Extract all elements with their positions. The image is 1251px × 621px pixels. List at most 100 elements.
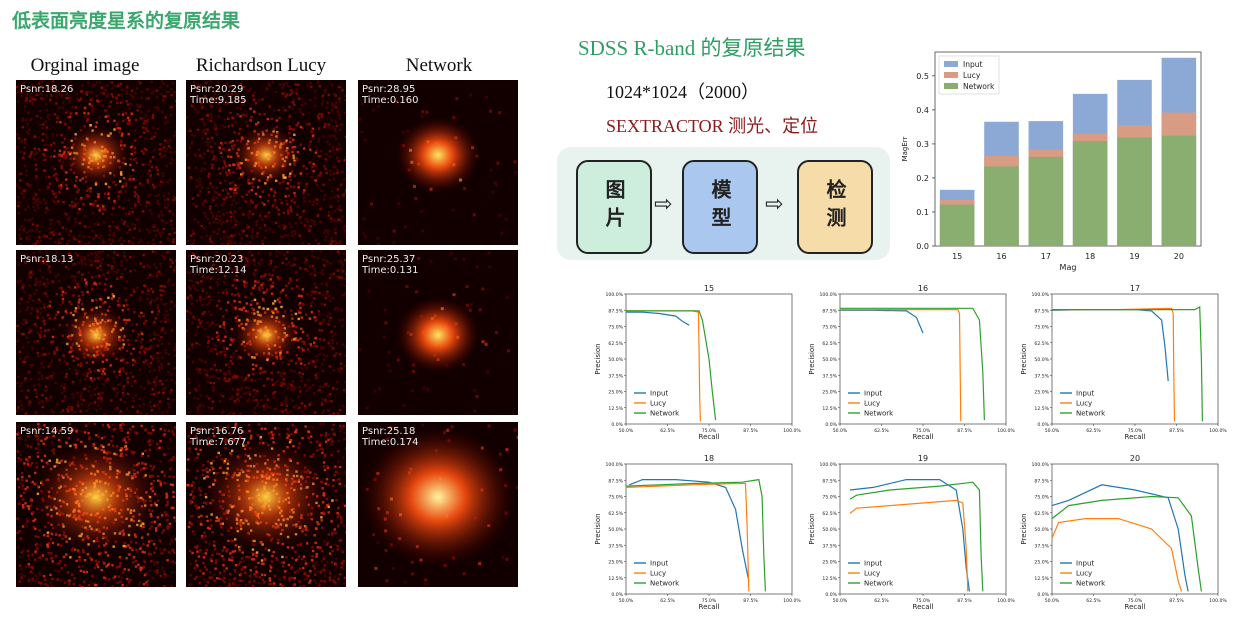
legend: Input Lucy Network — [634, 390, 680, 418]
curve-network — [840, 307, 985, 421]
psnr-label: Psnr:18.26 — [20, 84, 74, 95]
legend-label: Network — [864, 410, 894, 418]
y-axis-label: Precision — [594, 343, 602, 374]
y-tick-label: 25.0% — [608, 560, 623, 566]
x-tick-label: 16 — [996, 252, 1006, 261]
legend-label: Input — [1076, 560, 1094, 568]
galaxy-image — [358, 422, 518, 587]
psnr-label: Psnr:25.18 — [362, 426, 416, 437]
legend-label: Lucy — [1076, 570, 1092, 578]
galaxy-core — [361, 427, 515, 567]
y-tick-label: 100.0% — [605, 462, 623, 468]
y-tick-label: 0.0% — [825, 592, 837, 598]
y-tick-label: 0.5 — [916, 72, 929, 81]
y-tick-label: 12.5% — [822, 406, 837, 412]
y-tick-label: 62.5% — [822, 511, 837, 517]
y-tick-label: 12.5% — [822, 576, 837, 582]
x-tick-label: 50.0% — [833, 598, 848, 604]
galaxy-image — [186, 80, 346, 245]
tile-lucy-2: Psnr:20.23 Time:12.14 — [186, 250, 346, 415]
x-axis-label: Mag — [1060, 263, 1077, 272]
y-tick-label: 100.0% — [819, 292, 837, 298]
psnr-label: Psnr:20.29 — [190, 84, 244, 95]
bar-network-16 — [984, 166, 1019, 246]
y-axis-label: Precision — [1020, 513, 1028, 544]
legend-label: Lucy — [1076, 400, 1092, 408]
galaxy-image — [358, 80, 518, 245]
galaxy-image — [16, 422, 176, 587]
curve-input — [626, 311, 690, 326]
tile-original-1: Psnr:18.26 — [16, 80, 176, 245]
flow-arrow-1: ⇨ — [654, 192, 673, 217]
sextractor-line: SEXTRACTOR 测光、定位 — [606, 116, 819, 136]
x-axis-label: Recall — [913, 433, 934, 441]
y-tick-label: 37.5% — [608, 373, 623, 379]
y-tick-label: 0.0% — [1037, 422, 1049, 428]
x-tick-label: 75.0% — [1128, 428, 1143, 434]
y-tick-label: 37.5% — [1034, 543, 1049, 549]
x-tick-label: 100.0% — [997, 428, 1015, 434]
pr-panel-15: 15 0.0% 12.5% 25.0% 37.5% 50.0% 62.5% 75.0% 87.5… — [594, 284, 801, 441]
tile-network-3: Psnr:25.18 Time:0.174 — [358, 422, 518, 587]
tile-metrics: Psnr:14.59 — [20, 426, 73, 437]
x-tick-label: 20 — [1174, 252, 1184, 261]
y-tick-label: 0.0% — [825, 422, 837, 428]
panel-title: 18 — [704, 454, 714, 463]
y-tick-label: 0.0 — [916, 242, 929, 251]
legend-label: Network — [650, 580, 680, 588]
y-axis-label: Precision — [594, 513, 602, 544]
flow-box-detect: 检测 — [797, 160, 873, 254]
x-tick-label: 87.5% — [957, 598, 972, 604]
y-tick-label: 50.0% — [822, 357, 837, 363]
x-tick-label: 100.0% — [1209, 598, 1227, 604]
precision-recall-charts: 15 0.0% 12.5% 25.0% 37.5% 50.0% 62.5% 75.0% 87.5… — [594, 284, 1227, 611]
x-tick-label: 62.5% — [1086, 428, 1101, 434]
tile-original-2: Psnr:18.13 — [16, 250, 176, 415]
x-axis-label: Recall — [1125, 433, 1146, 441]
tile-metrics: Psnr:18.26 — [20, 84, 73, 95]
x-tick-label: 75.0% — [1128, 598, 1143, 604]
y-tick-label: 0.0% — [1037, 592, 1049, 598]
x-tick-label: 62.5% — [660, 428, 675, 434]
time-label: Time:7.677 — [190, 437, 247, 448]
tile-metrics: Psnr:25.18 Time:0.174 — [362, 426, 418, 448]
y-tick-label: 100.0% — [1031, 462, 1049, 468]
galaxy-image — [16, 80, 176, 245]
galaxy-core — [396, 297, 480, 373]
y-tick-label: 87.5% — [608, 308, 623, 314]
y-tick-label: 0.0% — [611, 592, 623, 598]
galaxy-core — [396, 117, 480, 193]
curve-network — [1051, 495, 1202, 592]
x-tick-label: 75.0% — [702, 428, 717, 434]
legend-swatch — [944, 61, 958, 67]
bar-network-18 — [1072, 141, 1108, 246]
y-axis-label: Precision — [808, 343, 816, 374]
legend-label: Lucy — [864, 570, 880, 578]
y-tick-label: 87.5% — [1034, 478, 1049, 484]
y-tick-label: 37.5% — [822, 373, 837, 379]
tile-network-2: Psnr:25.37 Time:0.131 — [358, 250, 518, 415]
curve-input — [1051, 309, 1169, 382]
panel-title: 20 — [1130, 454, 1140, 463]
y-tick-label: 0.1 — [916, 208, 929, 217]
column-header-original: Orginal image — [30, 55, 140, 76]
y-tick-label: 0.4 — [916, 106, 929, 115]
galaxy-core — [61, 124, 131, 186]
x-axis-label: Recall — [699, 433, 720, 441]
panel-title: 19 — [918, 454, 928, 463]
y-tick-label: 50.0% — [1034, 527, 1049, 533]
legend-swatch — [944, 83, 958, 89]
legend-label: Input — [864, 560, 882, 568]
y-tick-label: 25.0% — [608, 390, 623, 396]
y-tick-label: 87.5% — [1034, 308, 1049, 314]
y-tick-label: 25.0% — [822, 390, 837, 396]
panel-title: 15 — [704, 284, 714, 293]
plot-frame — [934, 51, 1202, 247]
legend-label: Input — [650, 560, 668, 568]
pr-panel-17: 17 0.0% 12.5% 25.0% 37.5% 50.0% 62.5% 75.0% 87.5… — [1020, 284, 1227, 441]
time-label: Time:0.160 — [362, 95, 419, 106]
x-tick-label: 62.5% — [1086, 598, 1101, 604]
legend-label: Input — [963, 60, 982, 69]
x-axis-label: Recall — [913, 603, 934, 611]
legend-swatch — [944, 72, 958, 78]
